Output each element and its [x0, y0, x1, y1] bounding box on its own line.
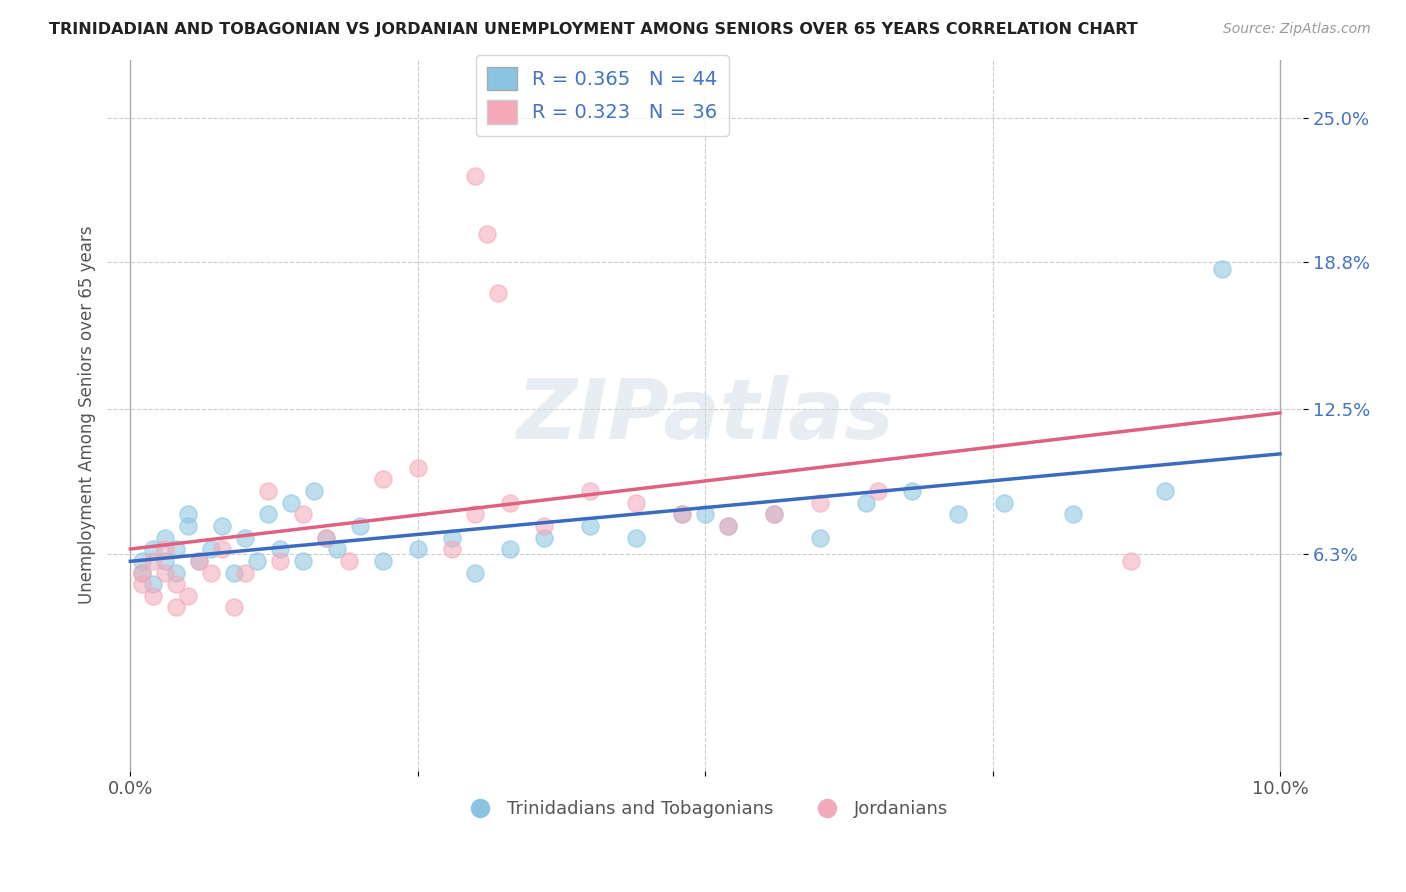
Point: [211, 542, 233, 557]
Point: [200, 542, 222, 557]
Point: [153, 531, 176, 545]
Point: [291, 554, 314, 568]
Point: [233, 566, 256, 580]
Point: [946, 507, 969, 521]
Point: [153, 542, 176, 557]
Point: [441, 531, 464, 545]
Point: [326, 542, 349, 557]
Point: [475, 227, 498, 242]
Point: [533, 531, 555, 545]
Point: [671, 507, 693, 521]
Point: [1062, 507, 1084, 521]
Legend: Trinidadians and Tobagonians, Jordanians: Trinidadians and Tobagonians, Jordanians: [454, 793, 956, 826]
Point: [304, 483, 326, 498]
Point: [269, 542, 291, 557]
Point: [624, 495, 647, 509]
Point: [717, 519, 740, 533]
Point: [464, 566, 486, 580]
Point: [188, 554, 211, 568]
Point: [177, 589, 200, 603]
Point: [406, 460, 429, 475]
Point: [808, 495, 831, 509]
Point: [177, 507, 200, 521]
Point: [763, 507, 786, 521]
Point: [200, 566, 222, 580]
Point: [165, 577, 187, 591]
Point: [142, 554, 165, 568]
Point: [269, 554, 291, 568]
Point: [257, 507, 280, 521]
Point: [406, 542, 429, 557]
Point: [441, 542, 464, 557]
Point: [579, 483, 602, 498]
Point: [165, 566, 187, 580]
Point: [763, 507, 786, 521]
Point: [165, 542, 187, 557]
Point: [142, 589, 165, 603]
Point: [464, 169, 486, 184]
Point: [337, 554, 360, 568]
Point: [131, 577, 153, 591]
Point: [671, 507, 693, 521]
Text: TRINIDADIAN AND TOBAGONIAN VS JORDANIAN UNEMPLOYMENT AMONG SENIORS OVER 65 YEARS: TRINIDADIAN AND TOBAGONIAN VS JORDANIAN …: [49, 22, 1137, 37]
Point: [1211, 262, 1233, 277]
Point: [222, 600, 245, 615]
Point: [177, 519, 200, 533]
Point: [188, 554, 211, 568]
Point: [499, 495, 522, 509]
Point: [280, 495, 302, 509]
Point: [993, 495, 1015, 509]
Point: [153, 566, 176, 580]
Point: [579, 519, 602, 533]
Point: [1154, 483, 1177, 498]
Point: [624, 531, 647, 545]
Point: [486, 285, 509, 300]
Point: [533, 519, 555, 533]
Point: [142, 577, 165, 591]
Point: [222, 566, 245, 580]
Point: [373, 472, 395, 486]
Point: [153, 554, 176, 568]
Point: [246, 554, 269, 568]
Text: Source: ZipAtlas.com: Source: ZipAtlas.com: [1223, 22, 1371, 37]
Point: [315, 531, 337, 545]
Point: [499, 542, 522, 557]
Point: [291, 507, 314, 521]
Point: [1119, 554, 1142, 568]
Point: [233, 531, 256, 545]
Point: [131, 566, 153, 580]
Point: [866, 483, 889, 498]
Point: [142, 542, 165, 557]
Point: [131, 566, 153, 580]
Point: [211, 519, 233, 533]
Point: [695, 507, 717, 521]
Point: [901, 483, 924, 498]
Text: ZIPatlas: ZIPatlas: [516, 375, 894, 456]
Point: [464, 507, 486, 521]
Point: [315, 531, 337, 545]
Point: [855, 495, 877, 509]
Point: [349, 519, 371, 533]
Point: [373, 554, 395, 568]
Point: [717, 519, 740, 533]
Point: [131, 554, 153, 568]
Point: [257, 483, 280, 498]
Point: [808, 531, 831, 545]
Y-axis label: Unemployment Among Seniors over 65 years: Unemployment Among Seniors over 65 years: [79, 226, 96, 605]
Point: [165, 600, 187, 615]
